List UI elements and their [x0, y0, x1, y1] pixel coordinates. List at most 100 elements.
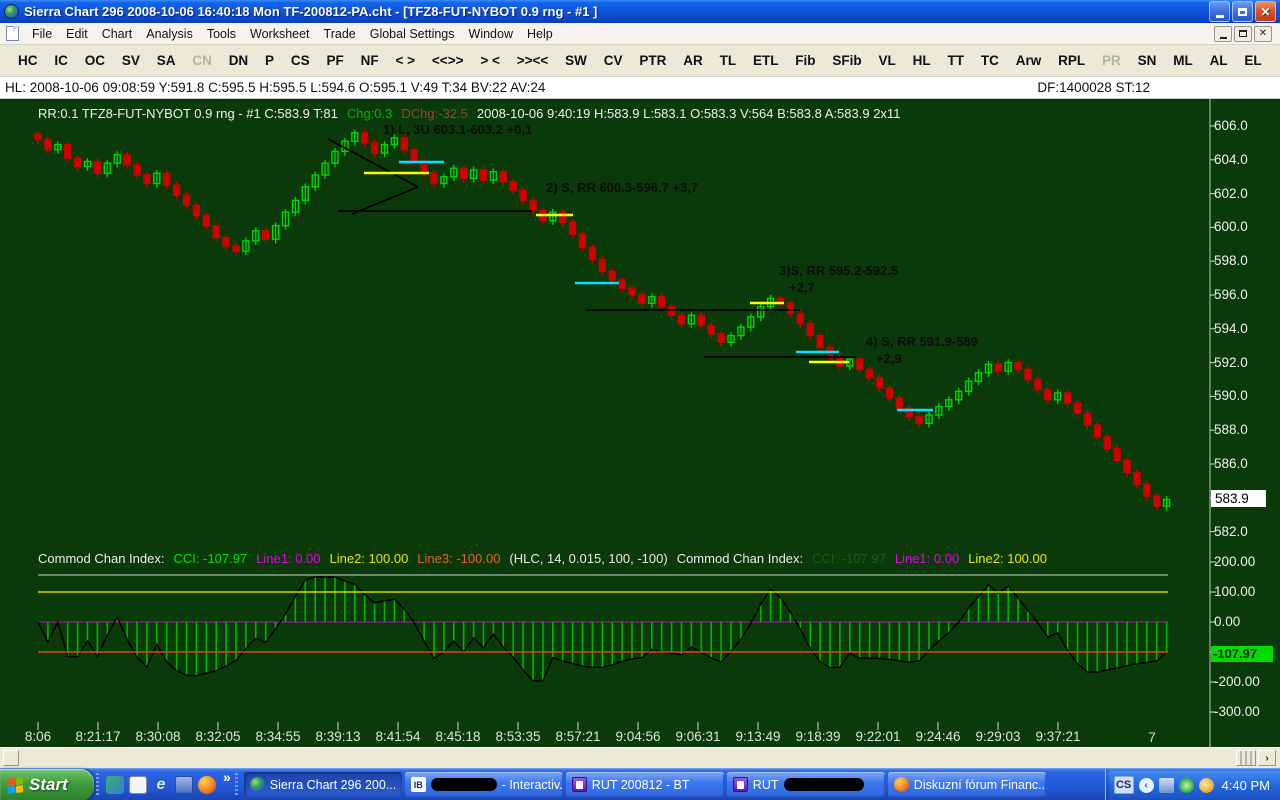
mdi-minimize-button[interactable]: [1214, 25, 1232, 42]
price-axis-tick-label: 600.0: [1214, 219, 1248, 235]
time-axis-label: 9:29:03: [975, 729, 1021, 744]
notification-icon[interactable]: [1198, 777, 1214, 793]
menu-help[interactable]: Help: [526, 26, 553, 41]
candle: [450, 164, 458, 181]
candle: [608, 267, 616, 285]
candle: [628, 284, 636, 300]
internet-explorer-icon[interactable]: e: [156, 775, 166, 793]
toolbar-button-sym-13[interactable]: > <: [480, 53, 500, 68]
menu-worksheet[interactable]: Worksheet: [250, 26, 310, 41]
toolbar-button-pf[interactable]: PF: [326, 53, 344, 68]
window-app-icon[interactable]: [175, 775, 193, 794]
toolbar-button-hc[interactable]: HC: [18, 53, 38, 68]
toolbar-button-fib[interactable]: Fib: [795, 53, 816, 68]
candle: [549, 208, 557, 225]
toolbar-button-etl[interactable]: ETL: [752, 53, 779, 68]
candle: [1083, 409, 1092, 430]
toolbar-button-sa[interactable]: SA: [156, 53, 176, 68]
menu-edit[interactable]: Edit: [66, 26, 88, 41]
price-axis-tick-label: 586.0: [1214, 456, 1248, 471]
toolbar-button-oc[interactable]: OC: [84, 53, 105, 68]
toolbar-handle: [234, 773, 238, 796]
minimize-button[interactable]: [1209, 1, 1230, 22]
menu-window[interactable]: Window: [468, 26, 513, 41]
close-button[interactable]: ✕: [1255, 1, 1276, 22]
network-activity-icon[interactable]: [1178, 777, 1194, 793]
trade-annotation: +2,9: [876, 351, 902, 366]
menu-file[interactable]: File: [32, 26, 53, 41]
toolbar-button-cs[interactable]: CS: [290, 53, 310, 68]
time-axis-right-label: 7: [1148, 729, 1156, 745]
candle: [301, 183, 309, 205]
last-cci-highlight: -107.97: [1211, 646, 1273, 663]
candle: [1143, 480, 1151, 501]
toolbar-button-sfib[interactable]: SFib: [832, 53, 862, 68]
toolbar-button-cv[interactable]: CV: [603, 53, 623, 68]
toolbar-button-tc[interactable]: TC: [980, 53, 999, 68]
restore-button[interactable]: [1232, 1, 1253, 22]
child-window-icon[interactable]: [6, 26, 19, 41]
toolbar-button-al[interactable]: AL: [1209, 53, 1228, 68]
task-button-1[interactable]: IB - Interactiv...: [404, 772, 563, 797]
candle: [460, 164, 468, 183]
toolbar-button-hl[interactable]: HL: [912, 53, 931, 68]
price-axis-tick-label: 582.0: [1214, 523, 1248, 539]
task-button-2[interactable]: RUT 200812 - BT: [565, 772, 724, 797]
candle: [697, 311, 705, 330]
toolbar-button-ar[interactable]: AR: [683, 53, 703, 68]
firefox-icon[interactable]: [198, 775, 216, 794]
candle: [192, 202, 201, 220]
firefox-icon: [893, 777, 909, 792]
candle: [667, 303, 676, 320]
task-button-label: - Interactiv...: [501, 777, 563, 792]
toolbar-button-tt[interactable]: TT: [947, 53, 965, 68]
toolbar-button-ml[interactable]: ML: [1173, 53, 1193, 68]
candle: [103, 159, 112, 178]
toolbar-button-sw[interactable]: SW: [565, 53, 587, 68]
mdi-close-button[interactable]: ✕: [1254, 25, 1272, 42]
quick-launch-bar: e: [101, 769, 221, 800]
cci-axis-tick-label: 200.00: [1214, 554, 1256, 569]
hide-tray-icons-button[interactable]: ‹: [1138, 777, 1154, 793]
task-button-3[interactable]: RUT: [726, 772, 885, 797]
toolbar-button-el[interactable]: EL: [1244, 53, 1262, 68]
menu-chart[interactable]: Chart: [101, 26, 133, 41]
toolbar-button-dn[interactable]: DN: [228, 53, 249, 68]
app-grid-icon[interactable]: [106, 775, 124, 794]
show-desktop-icon[interactable]: [129, 775, 147, 794]
display-settings-icon[interactable]: [1158, 777, 1174, 793]
task-button-4[interactable]: Diskuzní fórum Financ...: [887, 772, 1046, 797]
toolbar-button-nf[interactable]: NF: [360, 53, 379, 68]
menu-tools[interactable]: Tools: [206, 26, 237, 41]
toolbar-button-sv[interactable]: SV: [121, 53, 140, 68]
toolbar-button-vl[interactable]: VL: [878, 53, 896, 68]
cci-label-segment: Commod Chan Index:: [676, 551, 804, 566]
toolbar-button-sym-12[interactable]: <<>>: [431, 53, 464, 68]
scroll-grip[interactable]: [1236, 750, 1256, 766]
menu-global-settings[interactable]: Global Settings: [369, 26, 455, 41]
candle: [143, 171, 151, 188]
toolbar-button-tl[interactable]: TL: [719, 53, 737, 68]
horizontal-scrollbar[interactable]: ›: [0, 747, 1280, 768]
toolbar-button-arw[interactable]: Arw: [1015, 53, 1042, 68]
toolbar-button-rpl[interactable]: RPL: [1058, 53, 1086, 68]
toolbar-button-ptr[interactable]: PTR: [639, 53, 667, 68]
time-axis-label: 9:06:31: [675, 729, 721, 744]
start-button[interactable]: Start: [0, 769, 94, 800]
mdi-restore-button[interactable]: [1234, 25, 1252, 42]
scroll-left-button[interactable]: [3, 750, 19, 766]
toolbar-button-p[interactable]: P: [265, 53, 275, 68]
toolbar-button-sym-14[interactable]: >><<: [516, 53, 549, 68]
task-button-0[interactable]: Sierra Chart 296 200...: [243, 772, 402, 797]
toolbar-button-sym-11[interactable]: < >: [395, 53, 416, 68]
cci-label-segment: Line1: 0.00: [256, 551, 321, 566]
quick-launch-overflow-chevron[interactable]: »: [223, 769, 231, 785]
toolbar-button-sn[interactable]: SN: [1137, 53, 1157, 68]
language-indicator[interactable]: CS: [1113, 776, 1134, 794]
toolbar-button-ic[interactable]: IC: [54, 53, 68, 68]
trade-annotation: 2) S, RR 600.3-596.7 +3,7: [546, 180, 699, 195]
chart-region[interactable]: RR:0.1 TFZ8-FUT-NYBOT 0.9 rng - #1 C:583…: [0, 99, 1280, 747]
menu-analysis[interactable]: Analysis: [146, 26, 193, 41]
menu-trade[interactable]: Trade: [323, 26, 356, 41]
scroll-right-button[interactable]: ›: [1258, 750, 1276, 766]
